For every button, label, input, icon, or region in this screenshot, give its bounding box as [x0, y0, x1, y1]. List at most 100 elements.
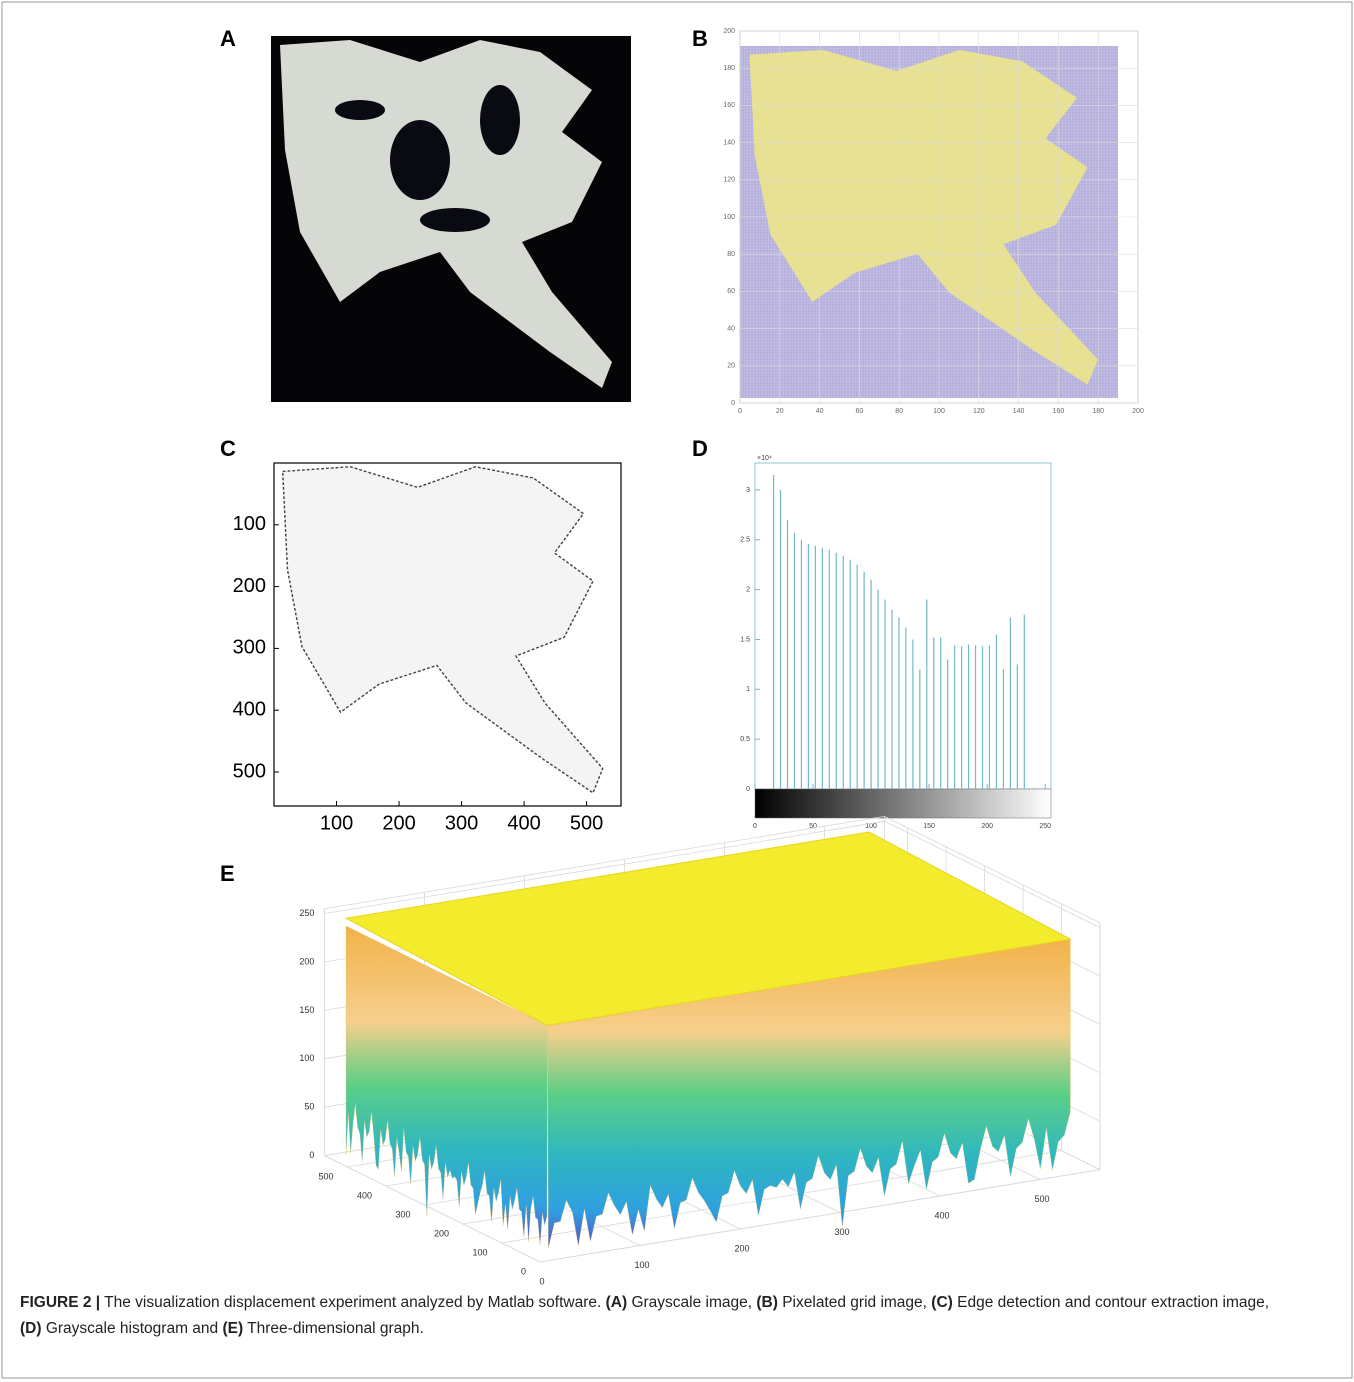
y-exponent: ×10⁴: [757, 455, 772, 462]
plot-frame: [273, 462, 622, 807]
x-tick-label: 50: [809, 823, 817, 830]
z-tick-label: 50: [304, 1102, 314, 1112]
caption-text: The visualization displacement experimen…: [104, 1294, 602, 1311]
z-tick-label: 100: [299, 1053, 314, 1063]
bar: [891, 609, 893, 789]
x-tick-label: 500: [570, 812, 603, 834]
x-tick-label: 180: [1092, 408, 1104, 415]
y-tick-label: 300: [233, 637, 266, 659]
grid-line: [324, 1155, 541, 1263]
pixelated-image: [740, 46, 1118, 398]
bar: [905, 627, 907, 789]
x-tick-label: 200: [981, 823, 993, 830]
x-tick-label: 100: [933, 408, 945, 415]
bar: [933, 637, 935, 789]
bar: [967, 644, 970, 789]
caption-text: Grayscale image,: [631, 1294, 753, 1311]
bar: [793, 532, 796, 789]
x-tick-label: 140: [1013, 408, 1025, 415]
y-tick-label: 500: [318, 1171, 333, 1181]
y-tick-label: 2.5: [740, 537, 750, 544]
bar: [898, 617, 900, 789]
bar: [912, 639, 914, 789]
z-tick-label: 200: [299, 956, 314, 966]
z-tick-label: 150: [299, 1005, 314, 1015]
y-tick-label: 500: [233, 760, 266, 782]
grid-line: [539, 1169, 1101, 1263]
x-tick-label: 0: [753, 823, 757, 830]
y-tick-label: 140: [723, 139, 735, 146]
x-tick-label: 200: [1132, 408, 1144, 415]
bar: [863, 571, 865, 789]
grid-line: [324, 820, 885, 914]
bar: [954, 645, 956, 789]
y-tick-label: 1: [746, 686, 750, 693]
y-tick-label: 100: [472, 1247, 487, 1257]
bar: [800, 539, 803, 789]
caption-ref: (D): [20, 1320, 42, 1337]
surface-front: [547, 938, 1071, 1249]
x-tick-label: 160: [1053, 408, 1065, 415]
z-tick-label: 250: [299, 908, 314, 918]
x-tick-label: 40: [816, 408, 824, 415]
grid-line: [884, 820, 1101, 928]
panel-label: E: [220, 861, 235, 886]
x-tick-label: 300: [445, 812, 478, 834]
y-tick-label: 400: [233, 698, 266, 720]
bar: [877, 589, 879, 789]
x-tick-label: 500: [1034, 1194, 1049, 1204]
y-tick-label: 100: [233, 513, 266, 535]
y-tick-label: 180: [723, 65, 735, 72]
bar: [779, 489, 782, 789]
bar: [1016, 664, 1018, 789]
bar: [1023, 614, 1025, 789]
caption-text: Grayscale histogram and: [45, 1320, 219, 1337]
x-tick-label: 80: [895, 408, 903, 415]
caption: FIGURE 2 | The visualization displacemen…: [20, 1290, 1280, 1342]
y-tick-label: 3: [746, 487, 750, 494]
colorbar: [754, 788, 1052, 819]
x-tick-label: 0: [738, 408, 742, 415]
x-tick-label: 0: [539, 1276, 544, 1286]
y-tick-label: 40: [727, 325, 735, 332]
x-tick-label: 120: [973, 408, 985, 415]
y-tick-label: 160: [723, 102, 735, 109]
caption-text: Edge detection and contour extraction im…: [957, 1294, 1270, 1311]
z-tick-label: 0: [309, 1150, 314, 1160]
x-tick-label: 200: [382, 812, 415, 834]
panel-label: C: [220, 436, 236, 461]
x-tick-label: 250: [1039, 823, 1051, 830]
grayscale-image: [271, 36, 631, 402]
bar: [988, 645, 991, 789]
y-tick-label: 400: [357, 1190, 372, 1200]
bar: [856, 564, 858, 789]
caption-label: FIGURE 2 |: [20, 1294, 101, 1311]
panel-label: B: [692, 26, 708, 51]
bar: [919, 669, 921, 789]
y-tick-label: 0.5: [740, 736, 750, 743]
x-tick-label: 300: [834, 1227, 849, 1237]
y-tick-label: 200: [723, 28, 735, 35]
y-tick-label: 0: [746, 786, 750, 793]
y-tick-label: 100: [723, 214, 735, 221]
y-tick-label: 20: [727, 363, 735, 370]
bar: [835, 552, 837, 789]
caption-ref: (B): [756, 1294, 778, 1311]
surface-top: [344, 831, 1072, 1026]
x-tick-label: 100: [320, 812, 353, 834]
y-tick-label: 0: [731, 400, 735, 407]
bar: [807, 543, 809, 789]
bar: [981, 646, 984, 789]
x-tick-label: 100: [865, 823, 877, 830]
x-tick-label: 150: [923, 823, 935, 830]
caption-text: Three-dimensional graph.: [247, 1320, 424, 1337]
bar: [884, 599, 886, 789]
caption-ref: (E): [222, 1320, 244, 1337]
x-tick-label: 200: [734, 1243, 749, 1253]
y-tick-label: 80: [727, 251, 735, 258]
bar: [1009, 617, 1011, 789]
bar: [828, 549, 830, 789]
axis-edge: [884, 816, 1101, 924]
